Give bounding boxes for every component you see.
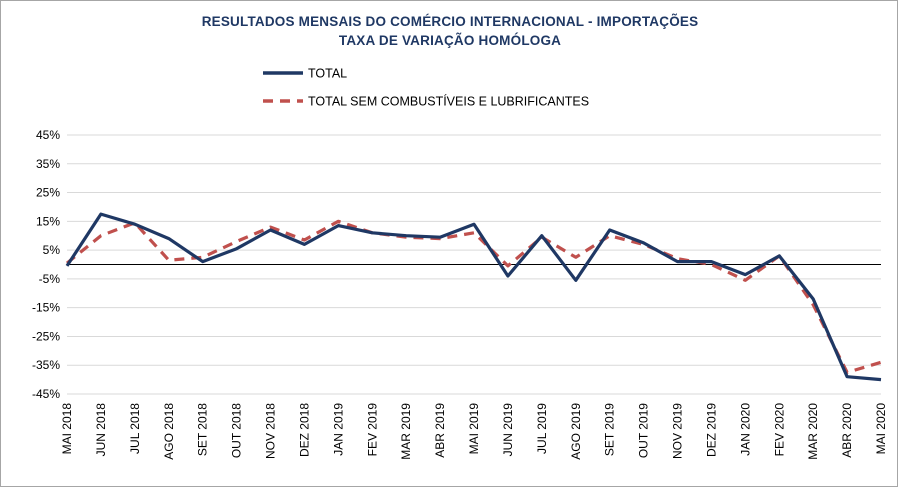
y-tick-label: 15% bbox=[36, 214, 60, 228]
x-tick-label: DEZ 2018 bbox=[297, 403, 311, 457]
x-tick-label: MAR 2019 bbox=[399, 403, 413, 460]
x-tick-label: JUL 2018 bbox=[128, 403, 142, 454]
chart-subtitle: TAXA DE VARIAÇÃO HOMÓLOGA bbox=[339, 33, 561, 48]
x-tick-label: ABR 2019 bbox=[433, 403, 447, 458]
x-tick-label: DEZ 2019 bbox=[704, 403, 718, 457]
x-tick-label: FEV 2019 bbox=[365, 403, 379, 457]
x-tick-label: MAI 2020 bbox=[874, 403, 888, 455]
x-tick-label: MAI 2018 bbox=[60, 403, 74, 455]
y-tick-label: -45% bbox=[32, 387, 60, 401]
x-tick-label: FEV 2020 bbox=[772, 403, 786, 457]
x-tick-label: AGO 2019 bbox=[569, 403, 583, 460]
y-tick-label: 5% bbox=[43, 243, 61, 257]
x-tick-label: JUN 2018 bbox=[94, 403, 108, 457]
y-tick-label: -35% bbox=[32, 358, 60, 372]
y-tick-label: -5% bbox=[39, 272, 61, 286]
x-tick-label: JUL 2019 bbox=[535, 403, 549, 454]
series-line-total bbox=[65, 212, 882, 382]
x-tick-label: MAI 2019 bbox=[467, 403, 481, 455]
x-tick-label: SET 2018 bbox=[196, 403, 210, 456]
series-line-sem-combustiveis bbox=[65, 219, 882, 374]
y-tick-label: -25% bbox=[32, 329, 60, 343]
chart-title: RESULTADOS MENSAIS DO COMÉRCIO INTERNACI… bbox=[202, 14, 699, 29]
y-tick-label: 25% bbox=[36, 186, 60, 200]
x-tick-label: JUN 2019 bbox=[501, 403, 515, 457]
legend: TOTAL TOTAL SEM COMBUSTÍVEIS E LUBRIFICA… bbox=[263, 67, 589, 109]
y-axis-tick-labels: 45% 35% 25% 15% 5% -5% -15% -25% -35% -45% bbox=[32, 128, 60, 401]
x-tick-label: NOV 2019 bbox=[671, 403, 685, 459]
x-axis-tick-labels: MAI 2018 JUN 2018 JUL 2018 AGO 2018 SET 2018… bbox=[60, 403, 888, 460]
x-tick-label: AGO 2018 bbox=[162, 403, 176, 460]
series-lines bbox=[65, 212, 882, 382]
x-tick-label: JAN 2019 bbox=[331, 403, 345, 456]
x-tick-label: JAN 2020 bbox=[738, 403, 752, 456]
legend-label-sem-combustiveis: TOTAL SEM COMBUSTÍVEIS E LUBRIFICANTES bbox=[308, 94, 589, 109]
x-tick-label: MAR 2020 bbox=[806, 403, 820, 460]
legend-label-total: TOTAL bbox=[308, 67, 347, 81]
x-tick-label: SET 2019 bbox=[603, 403, 617, 456]
gridlines bbox=[67, 134, 881, 395]
x-tick-label: OUT 2019 bbox=[637, 403, 651, 458]
x-tick-label: NOV 2018 bbox=[264, 403, 278, 459]
y-tick-label: 35% bbox=[36, 157, 60, 171]
y-tick-label: -15% bbox=[32, 301, 60, 315]
y-tick-label: 45% bbox=[36, 128, 60, 142]
x-tick-label: OUT 2018 bbox=[230, 403, 244, 458]
x-tick-label: ABR 2020 bbox=[840, 403, 854, 458]
